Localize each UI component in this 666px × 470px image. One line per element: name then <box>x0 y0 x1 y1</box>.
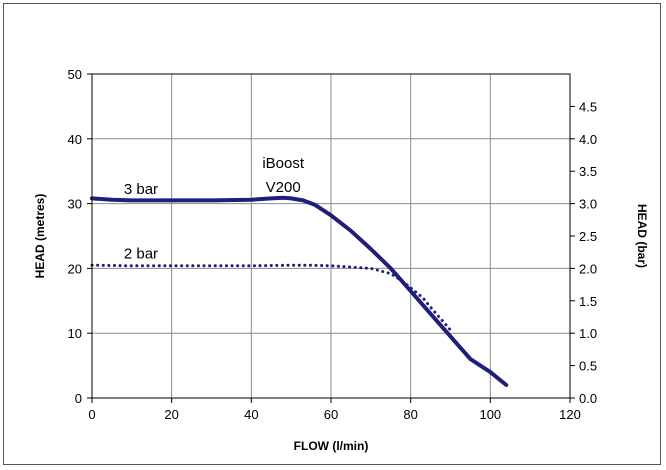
y2-tick-label: 2.0 <box>579 261 597 276</box>
x-tick-label: 40 <box>244 407 258 422</box>
tick-labels: 0 20 40 60 80 100 120 0 10 20 30 40 50 0.0 0.5 1.0 1.5 2.… <box>68 67 598 422</box>
y2-tick-label: 2.5 <box>579 229 597 244</box>
annotations: 3 bar 2 bar iBoost V200 <box>124 155 305 263</box>
y2-tick-label: 3.0 <box>579 197 597 212</box>
series-line-2-bar <box>90 263 452 332</box>
y-tick-label: 40 <box>68 132 82 147</box>
annotation-label: V200 <box>266 179 301 196</box>
x-tick-label: 120 <box>559 407 581 422</box>
series <box>90 195 509 387</box>
y2-tick-label: 1.0 <box>579 326 597 341</box>
y2-tick-label: 3.5 <box>579 164 597 179</box>
y-tick-label: 10 <box>68 326 82 341</box>
x-tick-label: 60 <box>324 407 338 422</box>
chart-frame: 0 20 40 60 80 100 120 0 10 20 30 40 50 0.0 0.5 1.0 1.5 2.… <box>3 3 661 465</box>
y2-tick-label: 4.5 <box>579 99 597 114</box>
y2-axis-title: HEAD (bar) <box>635 204 649 268</box>
y-tick-label: 0 <box>75 391 82 406</box>
x-axis-title: FLOW (l/min) <box>294 439 369 453</box>
annotation-label: iBoost <box>262 155 305 172</box>
grid <box>92 74 570 398</box>
x-tick-label: 80 <box>403 407 417 422</box>
y-tick-label: 30 <box>68 197 82 212</box>
series-line-3-bar <box>90 195 509 387</box>
x-tick-label: 0 <box>88 407 95 422</box>
y2-tick-label: 1.5 <box>579 294 597 309</box>
y-axis-title: HEAD (metres) <box>33 194 47 279</box>
annotation-label: 2 bar <box>124 246 158 263</box>
annotation-label: 3 bar <box>124 181 158 198</box>
y2-tick-label: 4.0 <box>579 132 597 147</box>
y-tick-label: 50 <box>68 67 82 82</box>
y2-tick-label: 0.5 <box>579 359 597 374</box>
x-tick-label: 100 <box>479 407 501 422</box>
pump-curve-chart: 0 20 40 60 80 100 120 0 10 20 30 40 50 0.0 0.5 1.0 1.5 2.… <box>33 67 649 453</box>
y-tick-label: 20 <box>68 261 82 276</box>
x-tick-label: 20 <box>164 407 178 422</box>
y2-tick-label: 0.0 <box>579 391 597 406</box>
